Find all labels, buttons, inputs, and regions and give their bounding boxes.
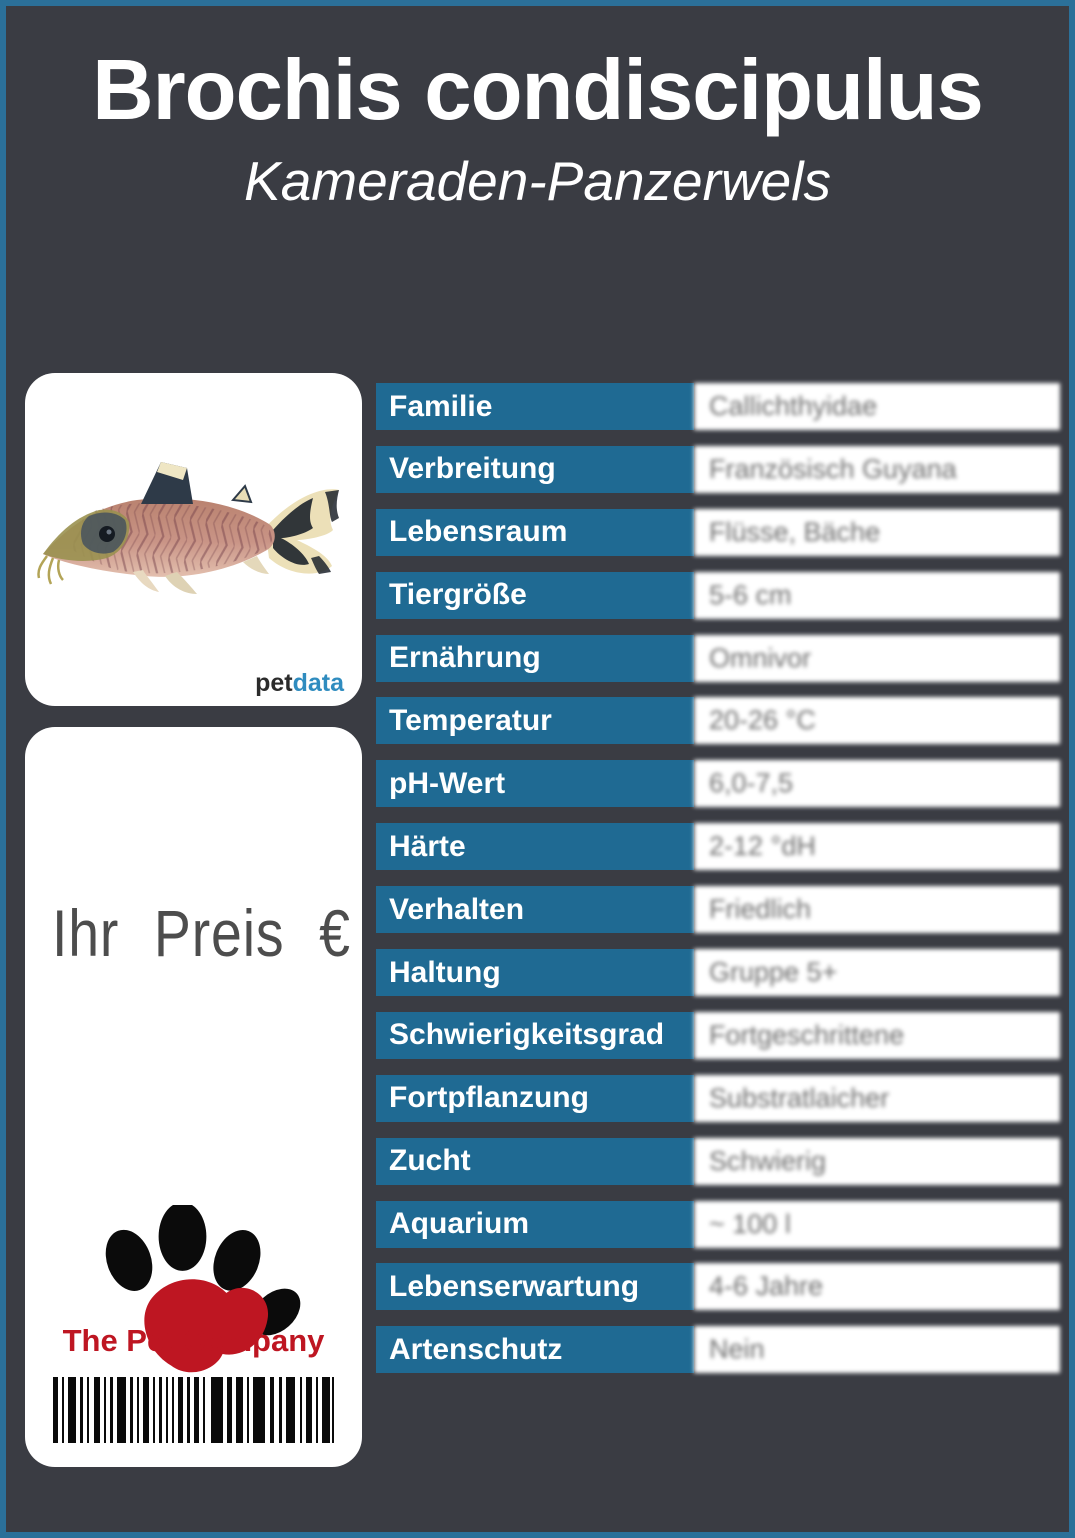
row-value: Callichthyidae bbox=[694, 383, 1060, 430]
fish-photo bbox=[37, 458, 347, 618]
company-name: The Pet Company bbox=[62, 1323, 325, 1358]
row-value: Gruppe 5+ bbox=[694, 949, 1060, 997]
row-label: Verbreitung bbox=[376, 445, 694, 493]
row-label: pH-Wert bbox=[376, 760, 694, 808]
table-row: Aquarium ~ 100 l bbox=[376, 1200, 1060, 1248]
page-title: Brochis condiscipulus bbox=[92, 43, 984, 138]
row-value: Fortgeschrittene bbox=[694, 1011, 1060, 1059]
row-value: Französisch Guyana bbox=[694, 445, 1060, 493]
photo-card: petdata bbox=[25, 373, 362, 706]
row-label: Härte bbox=[376, 823, 694, 871]
row-label: Ernährung bbox=[376, 634, 694, 682]
price-label: Ihr Preis € bbox=[51, 896, 351, 970]
price-card: Ihr Preis € The Pet Company bbox=[25, 727, 362, 1467]
row-value: Omnivor bbox=[694, 634, 1060, 682]
row-label: Lebenserwartung bbox=[376, 1263, 694, 1311]
table-row: Verhalten Friedlich bbox=[376, 886, 1060, 934]
table-row: Tiergröße 5-6 cm bbox=[376, 571, 1060, 619]
table-row: Ernährung Omnivor bbox=[376, 634, 1060, 682]
table-row: Lebensraum Flüsse, Bäche bbox=[376, 508, 1060, 556]
paw-logo bbox=[83, 1202, 303, 1373]
row-label: Lebensraum bbox=[376, 508, 694, 556]
barcode-icon bbox=[53, 1377, 334, 1443]
row-label: Familie bbox=[376, 383, 694, 430]
fish-tail bbox=[265, 489, 339, 574]
row-label: Artenschutz bbox=[376, 1326, 694, 1374]
row-label: Schwierigkeitsgrad bbox=[376, 1011, 694, 1059]
row-label: Tiergröße bbox=[376, 571, 694, 619]
paw-print-icon bbox=[105, 1202, 301, 1373]
fish-dorsal-fin bbox=[141, 462, 193, 504]
table-row: Lebenserwartung 4-6 Jahre bbox=[376, 1263, 1060, 1311]
row-value: Substratlaicher bbox=[694, 1074, 1060, 1122]
petdata-logo: petdata bbox=[255, 669, 344, 698]
row-value: Flüsse, Bäche bbox=[694, 508, 1060, 556]
row-value: 4-6 Jahre bbox=[694, 1263, 1060, 1311]
row-label: Zucht bbox=[376, 1137, 694, 1185]
row-label: Aquarium bbox=[376, 1200, 694, 1248]
petdata-logo-data: data bbox=[292, 669, 344, 697]
table-row: Artenschutz Nein bbox=[376, 1326, 1060, 1374]
row-label: Temperatur bbox=[376, 697, 694, 745]
petdata-logo-pet: pet bbox=[255, 669, 293, 697]
row-value: 5-6 cm bbox=[694, 571, 1060, 619]
table-row: pH-Wert 6,0-7,5 bbox=[376, 760, 1060, 808]
table-row: Verbreitung Französisch Guyana bbox=[376, 445, 1060, 493]
fish-barbels bbox=[37, 555, 64, 585]
table-row: Schwierigkeitsgrad Fortgeschrittene bbox=[376, 1011, 1060, 1059]
table-row: Zucht Schwierig bbox=[376, 1137, 1060, 1185]
row-value: 2-12 °dH bbox=[694, 823, 1060, 871]
table-row: Familie Callichthyidae bbox=[376, 383, 1060, 430]
row-value: Friedlich bbox=[694, 886, 1060, 934]
fish-illustration bbox=[37, 462, 339, 594]
page-subtitle: Kameraden-Panzerwels bbox=[244, 150, 831, 213]
row-label: Haltung bbox=[376, 949, 694, 997]
row-value: Schwierig bbox=[694, 1137, 1060, 1185]
row-label: Verhalten bbox=[376, 886, 694, 934]
row-value: 6,0-7,5 bbox=[694, 760, 1060, 808]
row-value: ~ 100 l bbox=[694, 1200, 1060, 1248]
barcode bbox=[53, 1377, 334, 1443]
row-label: Fortpflanzung bbox=[376, 1074, 694, 1122]
table-row: Härte 2-12 °dH bbox=[376, 823, 1060, 871]
table-row: Haltung Gruppe 5+ bbox=[376, 949, 1060, 997]
table-row: Fortpflanzung Substratlaicher bbox=[376, 1074, 1060, 1122]
spec-table: Familie Callichthyidae Verbreitung Franz… bbox=[376, 383, 1060, 1374]
header: Brochis condiscipulus Kameraden-Panzerwe… bbox=[6, 46, 1069, 213]
row-value: 20-26 °C bbox=[694, 697, 1060, 745]
row-value: Nein bbox=[694, 1326, 1060, 1374]
table-row: Temperatur 20-26 °C bbox=[376, 697, 1060, 745]
